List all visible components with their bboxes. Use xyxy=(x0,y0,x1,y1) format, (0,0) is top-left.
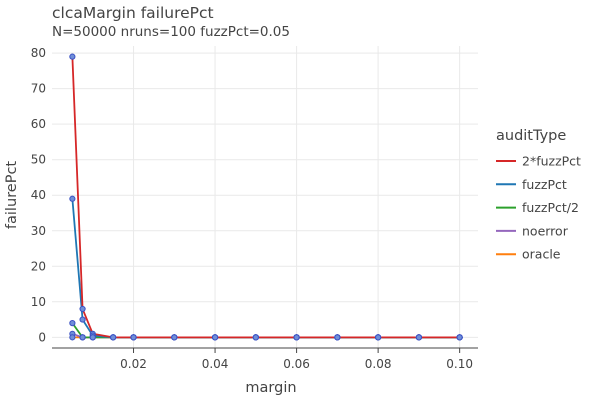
y-tick-label: 50 xyxy=(31,153,46,167)
data-point xyxy=(415,334,422,341)
data-point xyxy=(130,334,137,341)
legend-label: fuzzPct xyxy=(522,177,567,192)
y-tick-label: 70 xyxy=(31,82,46,96)
legend-item[interactable]: noerror xyxy=(496,223,569,238)
series-lines xyxy=(71,56,460,339)
legend-label: oracle xyxy=(522,247,561,262)
data-point xyxy=(69,334,76,341)
data-point xyxy=(69,195,76,202)
y-tick-label: 10 xyxy=(31,295,46,309)
legend-item[interactable]: oracle xyxy=(496,247,561,262)
data-point xyxy=(334,334,341,341)
x-tick-label: 0.08 xyxy=(365,357,392,371)
y-tick-label: 30 xyxy=(31,224,46,238)
legend-item[interactable]: 2*fuzzPct xyxy=(496,154,581,169)
data-point xyxy=(252,334,259,341)
legend-label: 2*fuzzPct xyxy=(522,154,581,169)
y-axis-title: failurePct xyxy=(4,161,20,230)
x-tick-label: 0.04 xyxy=(202,357,229,371)
data-point xyxy=(89,334,96,341)
y-tick-label: 0 xyxy=(38,330,46,344)
data-point xyxy=(211,334,219,341)
series-line xyxy=(71,56,460,339)
data-point xyxy=(171,334,178,341)
data-point xyxy=(69,320,76,327)
y-axis-ticks: 0 10 20 30 40 50 60 70 80 xyxy=(31,46,46,344)
data-point xyxy=(375,334,382,341)
data-point xyxy=(79,305,86,313)
data-point xyxy=(293,334,300,341)
x-tick-label: 0.02 xyxy=(120,357,147,371)
data-point xyxy=(79,316,86,323)
data-markers xyxy=(69,53,463,341)
legend[interactable]: auditType 2*fuzzPct fuzzPct fuzzPct/2 noerr… xyxy=(496,128,581,262)
data-point xyxy=(79,334,86,341)
legend-label: fuzzPct/2 xyxy=(522,200,579,215)
chart-title: clcaMargin failurePct xyxy=(52,4,214,22)
chart-subtitle: N=50000 nruns=100 fuzzPct=0.05 xyxy=(52,24,290,40)
legend-item[interactable]: fuzzPct/2 xyxy=(496,200,579,215)
y-tick-label: 40 xyxy=(31,188,46,202)
y-tick-label: 80 xyxy=(31,46,46,60)
x-tick-label: 0.06 xyxy=(283,357,310,371)
x-axis-title: margin xyxy=(245,380,296,396)
series-line xyxy=(71,322,460,339)
x-tick-label: 0.10 xyxy=(446,357,473,371)
y-tick-label: 60 xyxy=(31,117,46,131)
series-line xyxy=(71,198,460,339)
legend-title: auditType xyxy=(496,128,566,144)
data-point xyxy=(110,334,117,341)
data-point xyxy=(456,334,463,341)
data-point xyxy=(69,53,76,60)
grid xyxy=(52,46,478,348)
x-axis-ticks: 0.02 0.04 0.06 0.08 0.10 xyxy=(120,348,473,371)
legend-item[interactable]: fuzzPct xyxy=(496,177,567,192)
legend-label: noerror xyxy=(522,223,569,238)
y-tick-label: 20 xyxy=(31,259,46,273)
